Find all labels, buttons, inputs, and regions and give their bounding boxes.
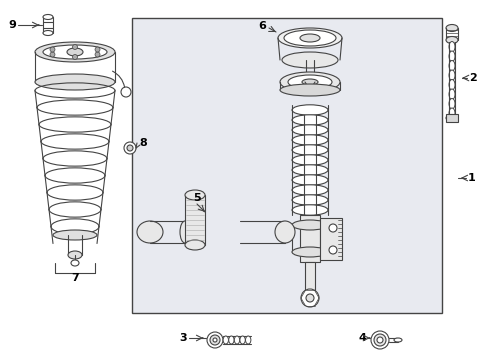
Ellipse shape bbox=[292, 220, 328, 230]
Circle shape bbox=[95, 52, 100, 57]
Ellipse shape bbox=[180, 221, 190, 243]
Ellipse shape bbox=[282, 52, 338, 68]
Ellipse shape bbox=[446, 36, 458, 44]
Ellipse shape bbox=[53, 230, 97, 240]
Ellipse shape bbox=[449, 51, 455, 62]
Circle shape bbox=[207, 332, 223, 348]
Ellipse shape bbox=[449, 99, 455, 109]
Bar bbox=[43, 17, 53, 33]
Bar bbox=[305, 262, 315, 290]
Ellipse shape bbox=[137, 221, 163, 243]
Circle shape bbox=[95, 47, 100, 52]
Circle shape bbox=[329, 246, 337, 254]
Ellipse shape bbox=[300, 34, 320, 42]
Circle shape bbox=[121, 87, 131, 97]
Ellipse shape bbox=[302, 79, 318, 85]
Ellipse shape bbox=[240, 336, 245, 344]
Circle shape bbox=[210, 335, 220, 345]
Circle shape bbox=[73, 45, 77, 50]
Ellipse shape bbox=[67, 48, 83, 56]
Ellipse shape bbox=[394, 338, 402, 342]
Circle shape bbox=[127, 145, 133, 151]
Circle shape bbox=[306, 294, 314, 302]
Ellipse shape bbox=[245, 336, 251, 344]
Ellipse shape bbox=[292, 185, 328, 195]
Bar bbox=[446, 114, 458, 122]
Text: 8: 8 bbox=[139, 138, 147, 148]
Ellipse shape bbox=[446, 114, 458, 122]
Bar bbox=[300, 215, 320, 262]
Ellipse shape bbox=[234, 336, 240, 344]
Circle shape bbox=[377, 337, 383, 343]
Circle shape bbox=[213, 338, 217, 342]
Ellipse shape bbox=[292, 115, 328, 125]
Ellipse shape bbox=[449, 60, 455, 71]
Ellipse shape bbox=[292, 105, 328, 115]
Ellipse shape bbox=[449, 70, 455, 81]
Circle shape bbox=[50, 52, 55, 57]
Ellipse shape bbox=[292, 165, 328, 175]
Ellipse shape bbox=[68, 251, 82, 259]
Ellipse shape bbox=[292, 135, 328, 145]
Ellipse shape bbox=[446, 24, 458, 32]
Ellipse shape bbox=[292, 205, 328, 215]
Ellipse shape bbox=[449, 108, 455, 118]
Ellipse shape bbox=[185, 240, 205, 250]
Ellipse shape bbox=[292, 247, 328, 257]
Text: 5: 5 bbox=[193, 193, 201, 203]
Ellipse shape bbox=[43, 14, 53, 19]
Ellipse shape bbox=[229, 336, 234, 344]
Ellipse shape bbox=[449, 80, 455, 90]
Ellipse shape bbox=[449, 41, 455, 52]
Bar bbox=[185, 195, 205, 245]
Ellipse shape bbox=[43, 31, 53, 36]
Circle shape bbox=[73, 54, 77, 59]
Ellipse shape bbox=[275, 221, 295, 243]
Ellipse shape bbox=[35, 74, 115, 90]
Circle shape bbox=[124, 142, 136, 154]
Text: 2: 2 bbox=[469, 73, 477, 83]
Ellipse shape bbox=[35, 42, 115, 62]
Text: 6: 6 bbox=[258, 21, 266, 31]
Ellipse shape bbox=[280, 84, 340, 96]
Ellipse shape bbox=[278, 28, 342, 48]
Circle shape bbox=[301, 289, 319, 307]
Ellipse shape bbox=[284, 30, 336, 46]
Text: 1: 1 bbox=[468, 173, 476, 183]
Ellipse shape bbox=[288, 75, 332, 89]
Ellipse shape bbox=[449, 89, 455, 99]
Ellipse shape bbox=[280, 72, 340, 92]
Circle shape bbox=[374, 334, 386, 346]
Ellipse shape bbox=[223, 336, 228, 344]
Circle shape bbox=[371, 331, 389, 349]
Text: 9: 9 bbox=[8, 20, 16, 30]
Ellipse shape bbox=[292, 195, 328, 205]
Bar bbox=[320, 218, 342, 260]
Ellipse shape bbox=[71, 260, 79, 266]
Ellipse shape bbox=[292, 155, 328, 165]
Ellipse shape bbox=[185, 190, 205, 200]
Ellipse shape bbox=[292, 145, 328, 155]
Ellipse shape bbox=[292, 175, 328, 185]
Text: 7: 7 bbox=[71, 273, 79, 283]
Bar bbox=[132, 18, 442, 313]
Text: 4: 4 bbox=[358, 333, 366, 343]
Circle shape bbox=[329, 224, 337, 232]
Circle shape bbox=[50, 47, 55, 52]
Ellipse shape bbox=[292, 125, 328, 135]
Ellipse shape bbox=[306, 73, 314, 79]
Ellipse shape bbox=[43, 45, 107, 59]
Text: 3: 3 bbox=[179, 333, 187, 343]
